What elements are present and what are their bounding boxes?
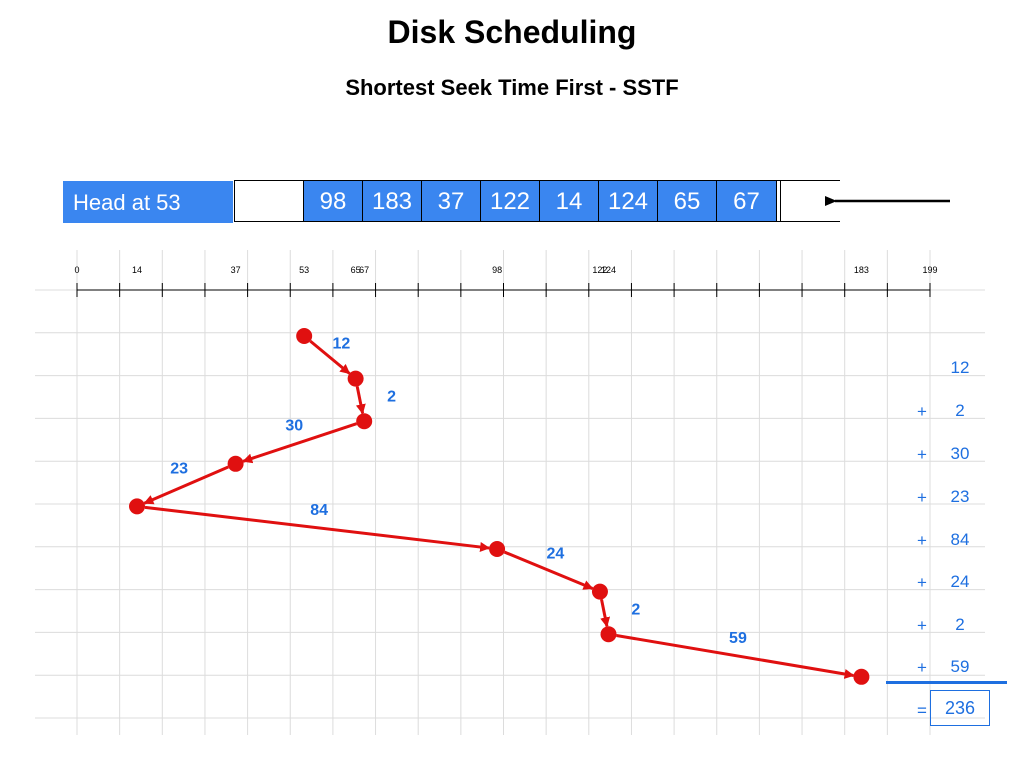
axis-tick-label: 37 [231, 265, 241, 275]
sum-term: 2 [955, 615, 965, 634]
queue-cell: 67 [717, 181, 776, 221]
sum-term: 84 [950, 530, 970, 549]
seek-point [296, 328, 313, 344]
plus-sign: + [917, 531, 927, 550]
plus-sign: + [917, 658, 927, 677]
seek-point [129, 498, 146, 515]
plus-sign: + [917, 402, 927, 421]
queue-empty-slot [234, 180, 303, 222]
queue-cell: 124 [599, 181, 658, 221]
axis-tick-label: 53 [299, 265, 309, 275]
seek-distance-label: 12 [332, 335, 350, 352]
axis-tick-label: 183 [854, 265, 869, 275]
seek-arrow [143, 465, 229, 505]
seek-distance-label: 2 [387, 388, 396, 405]
sum-term: 24 [950, 572, 970, 591]
queue-cell: 122 [481, 181, 540, 221]
page-subtitle: Shortest Seek Time First - SSTF [345, 75, 679, 100]
queue-cell: 14 [540, 181, 599, 221]
seek-point [356, 413, 373, 430]
axis-tick-label: 199 [922, 265, 937, 275]
seek-distance-label: 2 [631, 601, 640, 618]
seek-point [227, 455, 244, 472]
seek-distance-label: 84 [310, 502, 328, 519]
queue-cell: 98 [304, 181, 363, 221]
axis-tick-label: 124 [601, 265, 616, 275]
sum-term: 12 [950, 358, 970, 377]
seek-point [600, 626, 617, 643]
cylinder-axis [76, 283, 931, 297]
plus-sign: + [917, 445, 927, 464]
seek-arrow [503, 550, 594, 590]
seek-distance-label: 23 [170, 461, 188, 478]
seek-distance-label: 24 [546, 546, 564, 563]
total-seek-distance: 236 [930, 690, 990, 726]
page-title: Disk Scheduling [387, 14, 637, 50]
seek-point [591, 583, 608, 600]
seek-arrow [309, 339, 351, 375]
sum-term: 30 [950, 444, 970, 463]
seek-point [489, 541, 506, 557]
seek-arrow [355, 386, 366, 415]
axis-tick-label: 14 [132, 265, 142, 275]
axis-tick-label: 0 [74, 265, 79, 275]
plus-sign: + [917, 573, 927, 592]
request-queue: 98 183 37 122 14 124 65 67 [303, 180, 777, 222]
seek-arrow [616, 634, 855, 679]
axis-tick-label: 122 [592, 265, 607, 275]
equals-sign: = [917, 701, 927, 720]
head-position-label: Head at 53 [63, 181, 233, 223]
plus-sign: + [917, 616, 927, 635]
seek-path: 12 2 30 23 84 24 2 59 [129, 328, 870, 685]
queue-cell: 65 [658, 181, 717, 221]
queue-tail-slot [780, 180, 840, 222]
sum-rule [886, 681, 1007, 684]
seek-arrow [242, 422, 358, 464]
seek-distance-label: 30 [285, 417, 303, 434]
queue-cell: 183 [363, 181, 422, 221]
sum-term: 2 [955, 401, 965, 420]
seek-arrow [600, 599, 611, 628]
axis-tick-label: 67 [359, 265, 369, 275]
seek-arrow [144, 505, 491, 552]
seek-distance-label: 59 [729, 630, 747, 647]
axis-tick-label: 98 [492, 265, 502, 275]
seek-point [853, 668, 870, 685]
sum-term: 59 [950, 657, 970, 676]
seek-point [347, 370, 364, 387]
plus-sign: + [917, 488, 927, 507]
grid-lines [35, 250, 985, 735]
queue-cell: 37 [422, 181, 481, 221]
sum-term: 23 [950, 487, 970, 506]
axis-tick-label: 65 [351, 265, 361, 275]
